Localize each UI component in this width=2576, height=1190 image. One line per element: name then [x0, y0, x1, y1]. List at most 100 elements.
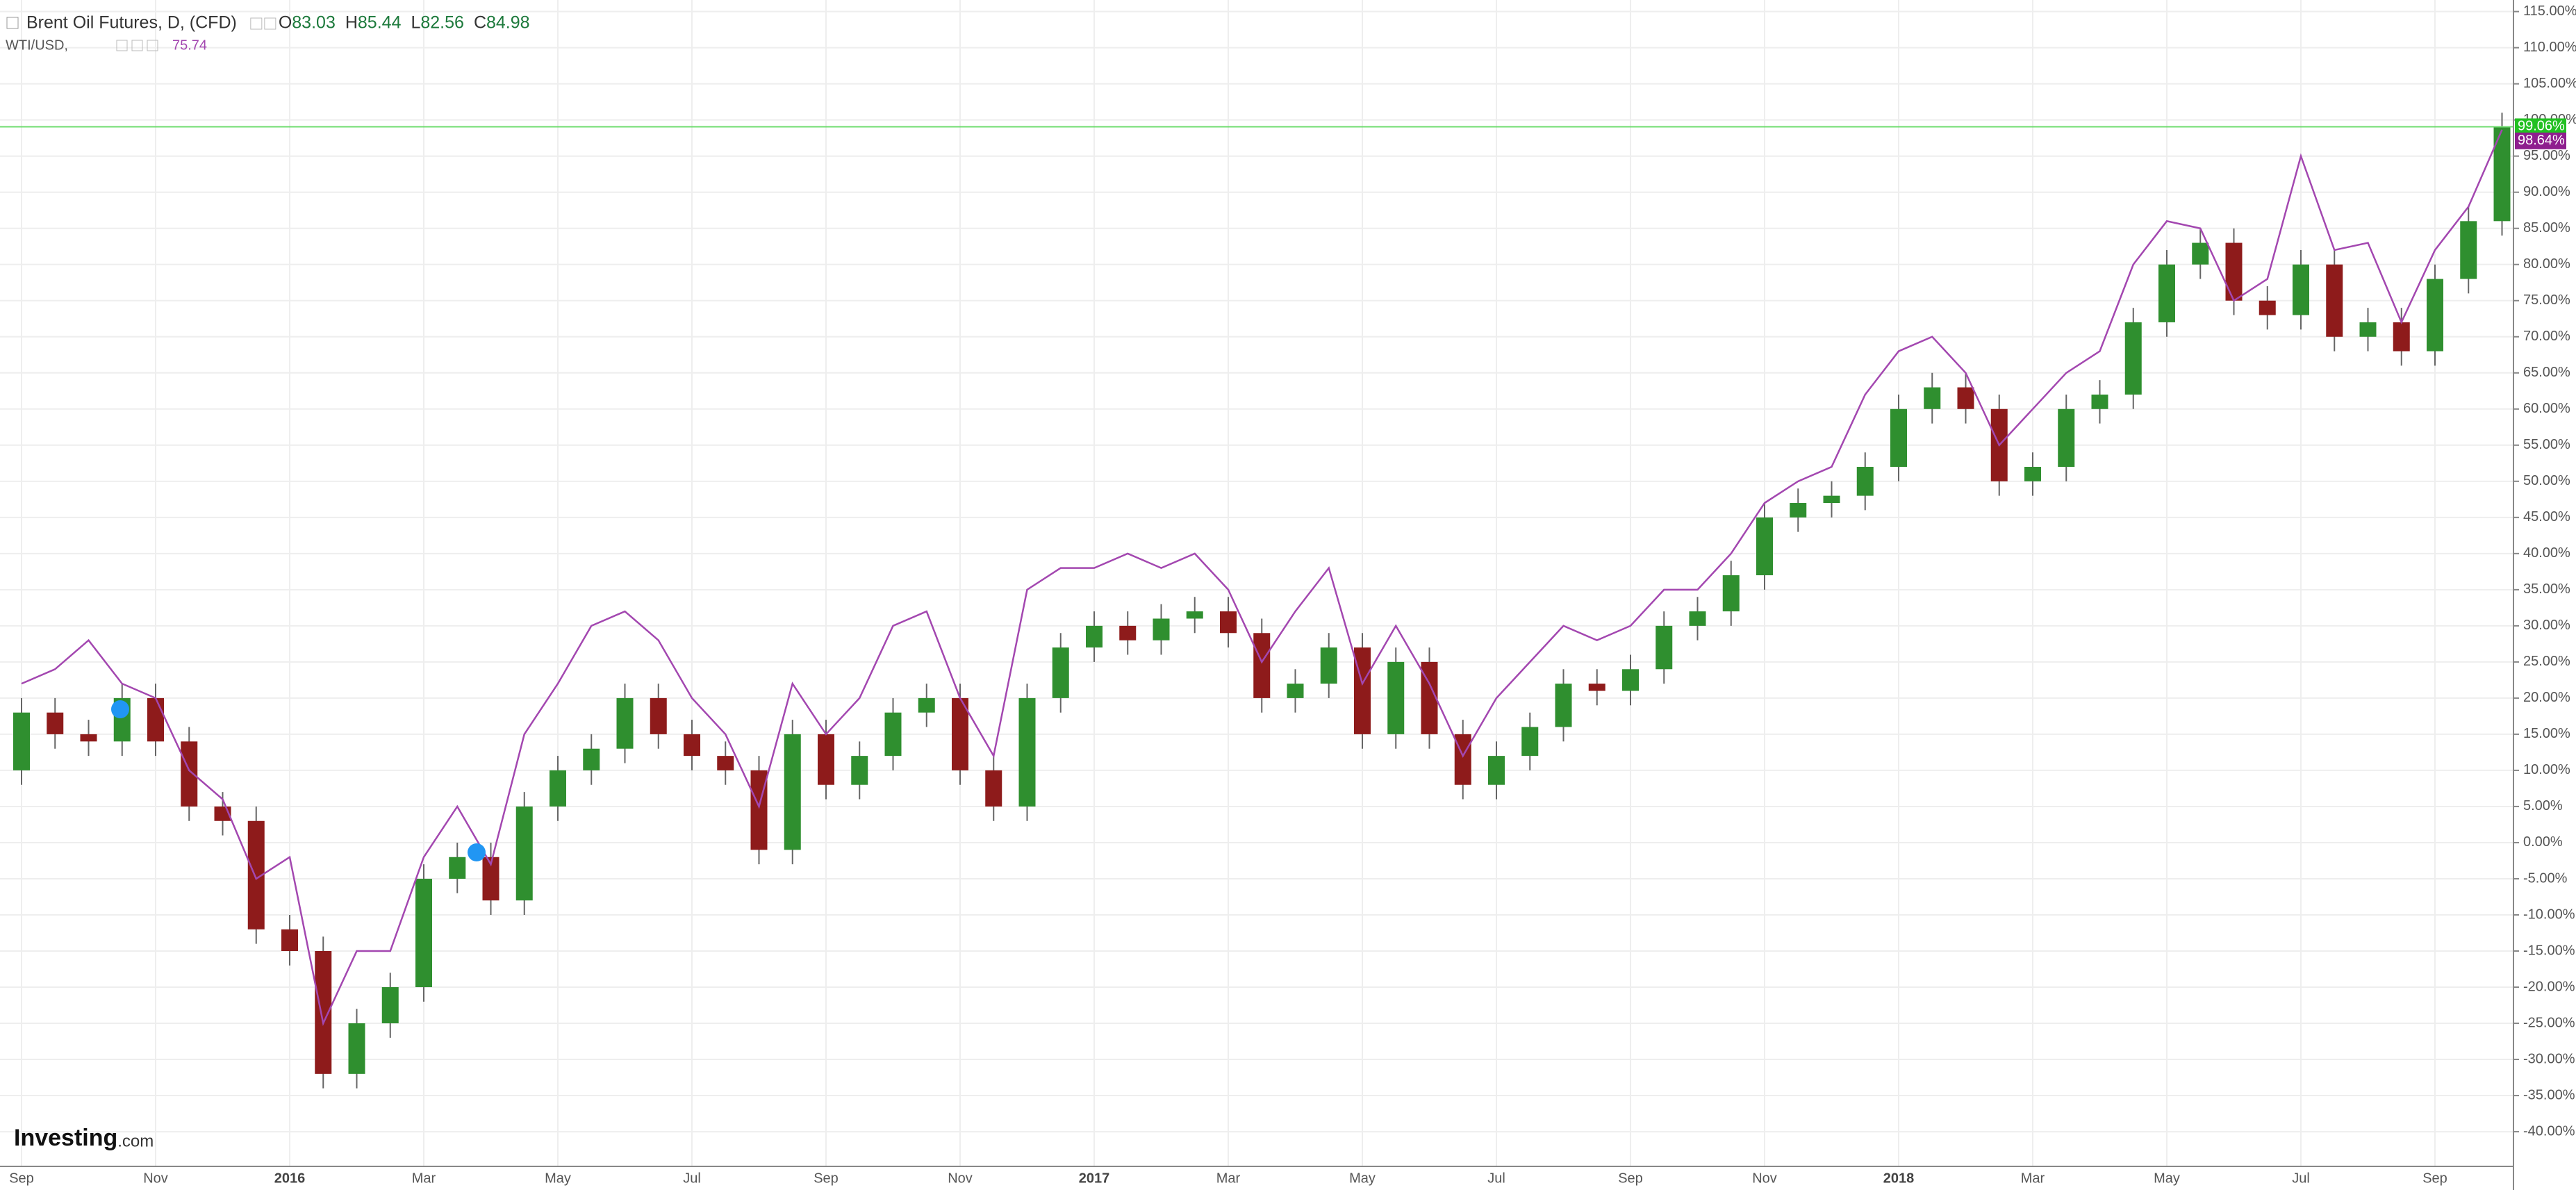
- overlay-last-value-label: 98.64%: [2518, 133, 2565, 148]
- logo: Investing .com: [14, 1125, 154, 1151]
- y-tick-label: 60.00%: [2523, 401, 2570, 416]
- candle-body: [2091, 394, 2108, 409]
- y-tick-label: 5.00%: [2523, 798, 2563, 813]
- candle-body: [449, 857, 466, 879]
- candle-body: [381, 987, 399, 1024]
- candle-body: [1790, 503, 1807, 518]
- candle-body: [181, 741, 198, 807]
- candle-body: [650, 697, 667, 734]
- x-tick-label: 2017: [1079, 1171, 1110, 1186]
- y-tick-label: 105.00%: [2523, 76, 2576, 91]
- y-tick-label: 40.00%: [2523, 545, 2570, 561]
- candle-body: [1588, 684, 1605, 691]
- event-marker[interactable]: [468, 843, 486, 861]
- candle-body: [2460, 221, 2477, 279]
- event-marker[interactable]: [111, 700, 129, 718]
- x-tick-label: May: [2154, 1171, 2180, 1186]
- candle-body: [2293, 264, 2309, 315]
- candle-body: [2259, 300, 2276, 315]
- candle-body: [348, 1023, 365, 1074]
- y-tick-label: 55.00%: [2523, 437, 2570, 452]
- candle-body: [1052, 647, 1069, 698]
- candle-body: [1689, 611, 1706, 626]
- legend-key: O: [279, 13, 292, 33]
- candle-body: [415, 878, 432, 988]
- candle-body: [550, 770, 566, 807]
- y-tick-label: -5.00%: [2523, 870, 2568, 886]
- legend-key: H: [345, 13, 358, 33]
- candle-body: [2158, 264, 2175, 322]
- candle-body: [851, 756, 868, 785]
- candle-body: [2427, 279, 2443, 352]
- candle-body: [616, 697, 634, 749]
- x-tick-label: Jul: [683, 1171, 701, 1186]
- settings-icon[interactable]: [250, 17, 263, 30]
- x-tick-label: Sep: [814, 1171, 839, 1186]
- y-tick-label: 0.00%: [2523, 834, 2563, 850]
- candle-body: [1119, 625, 1137, 641]
- candle-body: [583, 748, 600, 770]
- x-tick-label: Nov: [948, 1171, 973, 1186]
- candle-body: [1957, 387, 1974, 409]
- candle-body: [1924, 387, 1941, 409]
- y-tick-label: 70.00%: [2523, 329, 2570, 344]
- legend-value: 85.44: [358, 13, 402, 33]
- x-tick-label: Nov: [1752, 1171, 1777, 1186]
- candle-body: [281, 929, 298, 951]
- candle-body: [1555, 684, 1572, 727]
- y-tick-label: -35.00%: [2523, 1087, 2575, 1102]
- candle-body: [1656, 625, 1673, 670]
- x-tick-label: 2018: [1883, 1171, 1915, 1186]
- overlay-line: [21, 129, 2503, 1027]
- candle-body: [985, 770, 1002, 807]
- candle-body: [2326, 264, 2343, 337]
- header: Brent Oil Futures, D, (CFD) WTI/USD, O 83…: [6, 13, 530, 53]
- legend-key: L: [411, 13, 420, 33]
- x-tick-label: 2016: [274, 1171, 306, 1186]
- candle-body: [952, 697, 968, 770]
- candle-body: [515, 806, 533, 901]
- candle-body: [2124, 322, 2142, 395]
- candle-body: [1220, 611, 1237, 634]
- x-tick-label: Sep: [9, 1171, 34, 1186]
- y-tick-label: 65.00%: [2523, 365, 2570, 380]
- candle-body: [1622, 669, 1639, 691]
- candle-body: [784, 734, 801, 850]
- settings-icon[interactable]: [116, 40, 128, 51]
- candle-body: [1086, 625, 1103, 648]
- close-icon[interactable]: [147, 40, 158, 51]
- x-tick-label: Sep: [1618, 1171, 1643, 1186]
- visibility-icon[interactable]: [131, 40, 143, 51]
- y-tick-label: 90.00%: [2523, 184, 2570, 199]
- candle-body: [818, 734, 834, 785]
- candle-body: [1320, 647, 1337, 684]
- y-tick-label: 110.00%: [2523, 40, 2576, 55]
- candle-body: [2192, 242, 2209, 265]
- candle-body: [1756, 517, 1773, 576]
- candle-body: [918, 697, 935, 713]
- legend-value: 82.56: [420, 13, 464, 33]
- x-tick-label: Mar: [2021, 1171, 2045, 1186]
- candle-body: [80, 734, 97, 742]
- collapse-icon[interactable]: [6, 17, 19, 29]
- legend-key: C: [474, 13, 486, 33]
- y-tick-label: 75.00%: [2523, 292, 2570, 308]
- y-tick-label: 20.00%: [2523, 690, 2570, 705]
- candle-body: [1488, 756, 1505, 785]
- candle-body: [1722, 575, 1740, 612]
- candle-body: [1253, 633, 1271, 698]
- x-tick-label: Mar: [412, 1171, 436, 1186]
- series-title: Brent Oil Futures, D, (CFD): [26, 13, 237, 33]
- y-tick-label: 30.00%: [2523, 618, 2570, 633]
- legend-value: 84.98: [486, 13, 530, 33]
- y-tick-label: 10.00%: [2523, 762, 2570, 777]
- visibility-icon[interactable]: [264, 17, 276, 30]
- candle-body: [684, 734, 700, 757]
- y-tick-label: -15.00%: [2523, 943, 2575, 958]
- y-tick-label: 25.00%: [2523, 654, 2570, 669]
- y-tick-label: 35.00%: [2523, 581, 2570, 597]
- x-tick-label: Jul: [2292, 1171, 2310, 1186]
- y-tick-label: 50.00%: [2523, 473, 2570, 488]
- y-tick-label: -30.00%: [2523, 1051, 2575, 1066]
